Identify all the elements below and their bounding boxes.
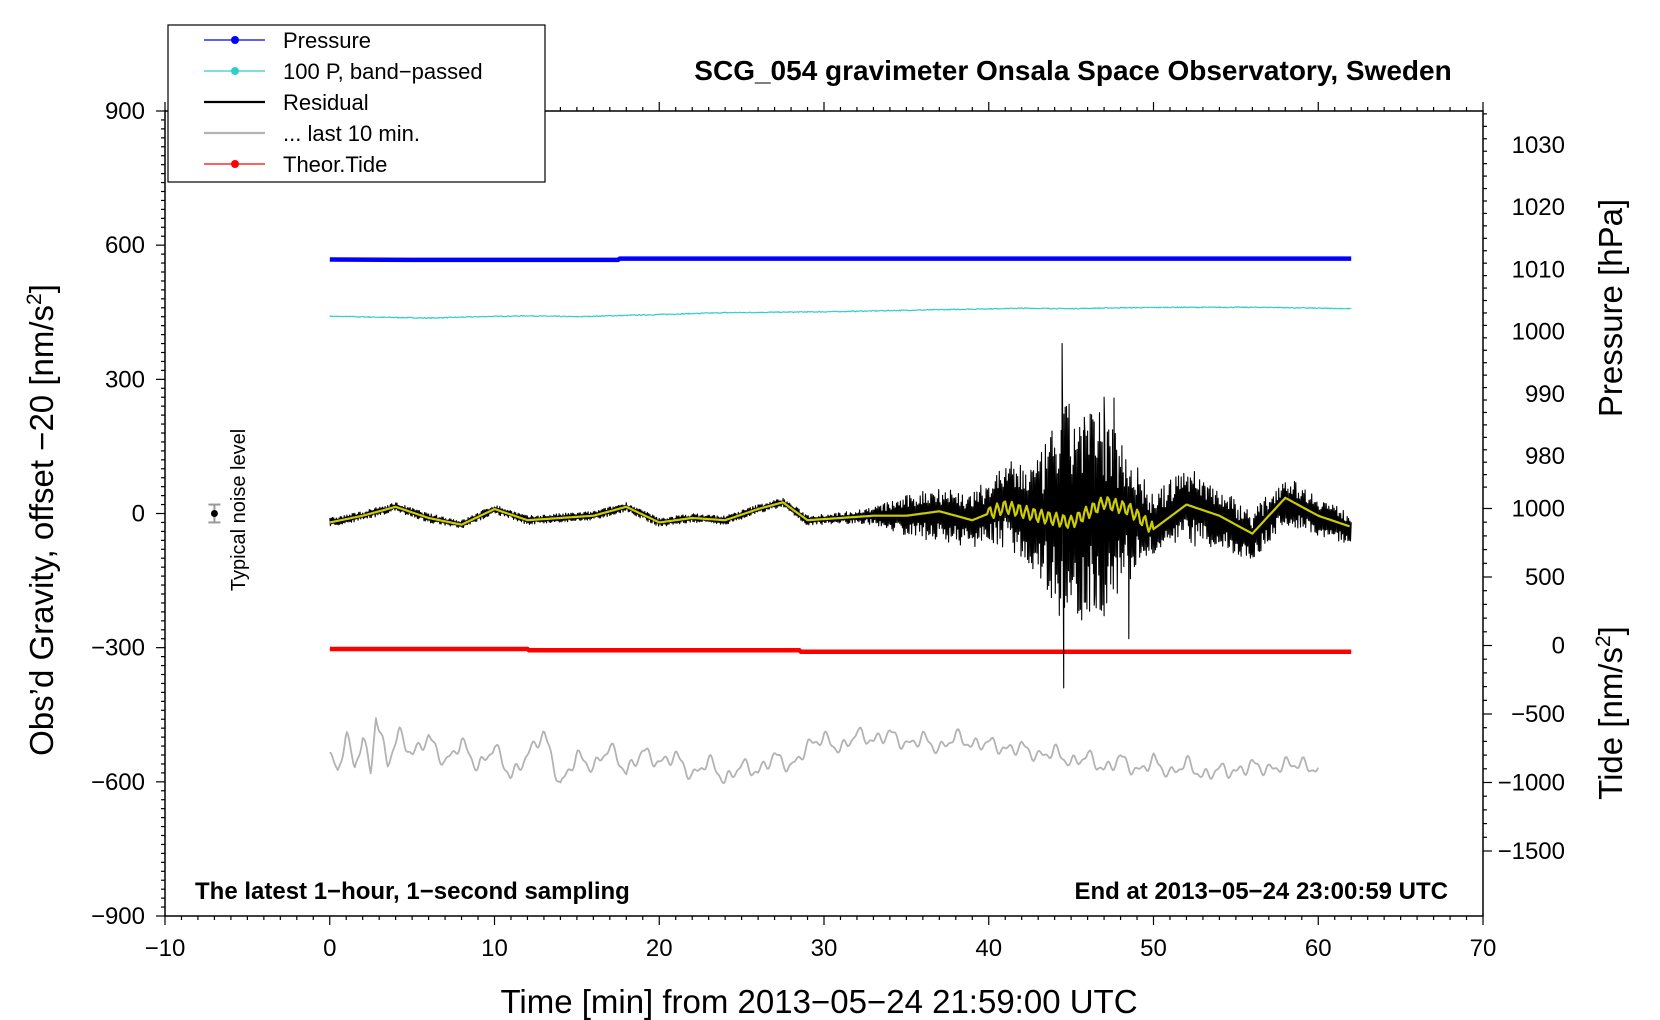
x-tick-label: 20 bbox=[646, 935, 673, 962]
legend-marker bbox=[231, 36, 239, 44]
pressure-tick-label: 990 bbox=[1525, 381, 1565, 408]
chart-title: SCG_054 gravimeter Onsala Space Observat… bbox=[694, 55, 1451, 86]
y-left-tick-label: −600 bbox=[91, 769, 145, 796]
legend-label: ... last 10 min. bbox=[283, 121, 420, 146]
noise-level-label: Typical noise level bbox=[228, 429, 250, 591]
tide-tick-label: −1000 bbox=[1498, 770, 1565, 797]
legend-box bbox=[167, 24, 546, 183]
annotation-bottom-left: The latest 1−hour, 1−second sampling bbox=[195, 878, 630, 905]
series-residual-smoothed bbox=[329, 496, 1350, 535]
pressure-tick-label: 1010 bbox=[1512, 256, 1565, 283]
y-left-tick-label: 900 bbox=[105, 98, 145, 125]
x-axis-title: Time [min] from 2013−05−24 21:59:00 UTC bbox=[500, 983, 1137, 1020]
legend-label: Residual bbox=[283, 90, 369, 115]
legend-label: Theor.Tide bbox=[283, 152, 387, 177]
series-pressure bbox=[329, 256, 1352, 263]
legend-marker bbox=[231, 160, 239, 168]
x-tick-label: 60 bbox=[1305, 935, 1332, 962]
pressure-tick-label: 980 bbox=[1525, 443, 1565, 470]
pressure-tick-label: 1000 bbox=[1512, 319, 1565, 346]
x-tick-label: 70 bbox=[1470, 935, 1497, 962]
pressure-tick-label: 1030 bbox=[1512, 132, 1565, 159]
y-axis-title-pressure: Pressure [hPa] bbox=[1592, 199, 1629, 417]
tide-tick-label: 500 bbox=[1525, 564, 1565, 591]
noise-point bbox=[210, 510, 218, 517]
x-tick-label: 50 bbox=[1140, 935, 1167, 962]
pressure-tick-label: 1020 bbox=[1512, 194, 1565, 221]
annotation-bottom-right: End at 2013−05−24 23:00:59 UTC bbox=[1074, 878, 1448, 905]
x-tick-label: 30 bbox=[811, 935, 838, 962]
tide-tick-label: −500 bbox=[1511, 701, 1565, 728]
y-axis-title-left: Obs’d Gravity, offset −20 [nm/s2] bbox=[23, 284, 60, 756]
x-tick-label: 0 bbox=[323, 935, 336, 962]
x-tick-label: −10 bbox=[145, 935, 186, 962]
legend-marker bbox=[231, 67, 239, 75]
legend-label: Pressure bbox=[283, 28, 371, 53]
series-last-10-min bbox=[329, 717, 1320, 785]
y-left-tick-label: 0 bbox=[132, 501, 145, 528]
series-theoretical-tide bbox=[329, 646, 1352, 654]
x-tick-label: 10 bbox=[481, 935, 508, 962]
tide-tick-label: 0 bbox=[1552, 633, 1565, 660]
tide-tick-label: −1500 bbox=[1498, 838, 1565, 865]
tide-tick-label: 1000 bbox=[1512, 496, 1565, 523]
legend-label: 100 P, band−passed bbox=[283, 59, 483, 84]
y-left-tick-label: 600 bbox=[105, 232, 145, 259]
x-tick-label: 40 bbox=[975, 935, 1002, 962]
y-left-tick-label: 300 bbox=[105, 366, 145, 393]
y-left-tick-label: −300 bbox=[91, 635, 145, 662]
y-axis-title-tide: Tide [nm/s2] bbox=[1592, 626, 1629, 800]
series-pressure-bandpassed bbox=[329, 306, 1352, 320]
y-left-tick-label: −900 bbox=[91, 903, 145, 930]
